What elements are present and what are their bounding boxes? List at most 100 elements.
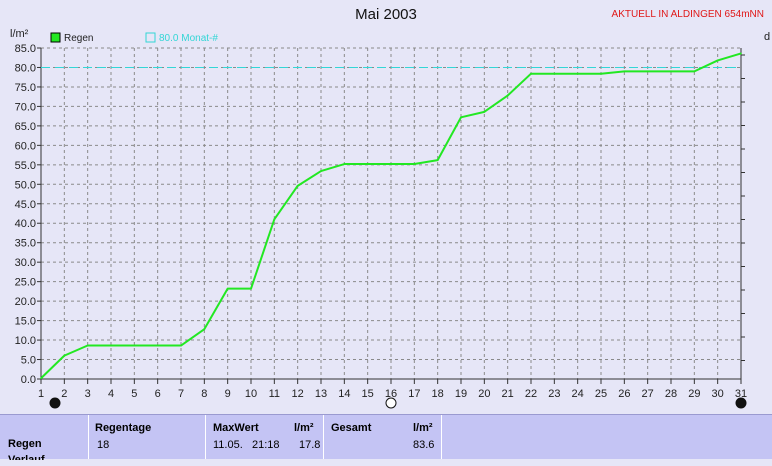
series-point [600,72,602,75]
x-tick-label: 11 [269,388,280,400]
series-point [343,163,346,165]
y-tick-label: 25.0 [15,277,36,289]
y-tick-label: 65.0 [15,121,36,133]
y-tick-label: 15.0 [15,316,36,328]
x-tick-label: 21 [502,388,514,400]
series-point [646,70,649,73]
x-tick-label: 8 [201,388,207,400]
series-point [40,377,42,380]
series-point [670,70,672,73]
summary-row-label-cut: Verlauf [8,454,45,466]
x-tick-label: 3 [85,388,91,400]
x-tick-label: 31 [735,388,747,400]
x-tick-label: 10 [245,388,257,400]
legend-label-regen: Regen [64,33,93,44]
new-moon-icon [49,397,61,409]
series-point [203,328,206,330]
series-point [320,170,322,172]
new-moon-icon [735,397,747,409]
maxwert-time: 21:18 [252,439,280,451]
x-tick-label: 14 [338,388,350,400]
series-point [716,59,719,62]
x-tick-label: 24 [572,388,584,400]
maxwert-unit: l/m² [294,422,314,434]
series-point [366,163,369,165]
x-tick-label: 22 [525,388,537,400]
series-point [530,72,532,75]
series-point [506,94,509,97]
maxwert-date: 11.05. [213,439,243,451]
series-point [436,159,439,161]
legend-label-target: 80.0 Monat-# [159,33,218,44]
x-tick-label: 25 [595,388,607,400]
series-point [63,354,66,357]
series-point [693,70,696,73]
x-tick-label: 20 [478,388,490,400]
series-point [576,72,579,75]
x-tick-label: 15 [362,388,374,400]
gesamt-value: 83.6 [413,439,435,451]
x-tick-label: 29 [688,388,700,400]
regentage-value: 18 [97,439,110,451]
series-point [250,287,252,290]
series-point [180,344,182,347]
regentage-header: Regentage [95,422,152,434]
station-label: AKTUELL IN ALDINGEN 654mNN [611,9,764,20]
series-point [390,163,392,165]
series-point [553,72,556,75]
summary-row-label: Regen [8,438,42,450]
x-tick-label: 28 [665,388,677,400]
chart-title: Mai 2003 [355,6,417,23]
x-tick-label: 26 [618,388,630,400]
x-tick-label: 23 [548,388,560,400]
series-point [460,116,462,119]
x-tick-label: 27 [642,388,654,400]
y-axis-label: l/m² [10,28,29,40]
y-tick-label: 20.0 [15,296,36,308]
series-point [110,344,112,347]
x-tick-label: 4 [108,388,114,400]
y-tick-label: 80.0 [15,62,36,74]
maxwert-value: 17.8 [299,439,321,451]
maxwert-header: MaxWert [213,422,259,434]
gesamt-header: Gesamt [331,422,372,434]
y-tick-label: 0.0 [21,374,36,386]
x-tick-label: 5 [131,388,137,400]
series-point [226,287,229,290]
right-axis-label: d [764,31,770,43]
series-point [296,185,299,187]
x-tick-label: 1 [38,388,44,400]
series-point [156,344,159,347]
x-tick-label: 12 [292,388,304,400]
x-tick-label: 30 [712,388,724,400]
x-tick-label: 17 [408,388,420,400]
y-tick-label: 70.0 [15,101,36,113]
y-tick-label: 85.0 [15,43,36,55]
y-tick-label: 45.0 [15,199,36,211]
x-tick-label: 2 [61,388,67,400]
y-tick-label: 5.0 [21,355,36,367]
series-point [623,70,626,73]
y-tick-label: 50.0 [15,179,36,191]
x-tick-label: 19 [455,388,467,400]
rain-chart: 0.0 5.0 10.0 15.0 20.0 25.0 30.0 35.0 40.0 45.0 50… [10,28,770,409]
series-point [86,344,89,347]
x-tick-label: 7 [178,388,184,400]
x-tick-label: 18 [432,388,444,400]
x-tick-label: 6 [155,388,161,400]
legend-swatch-target [145,32,156,43]
y-tick-label: 40.0 [15,218,36,230]
x-tick-label: 16 [385,388,397,400]
y-tick-label: 60.0 [15,140,36,152]
series-point [483,111,486,113]
series-point [740,52,742,55]
series-point [413,163,416,165]
legend-swatch-regen [50,32,61,43]
series-point [133,344,136,347]
gesamt-unit: l/m² [413,422,433,434]
summary-panel: Regen Verlauf Regentage 18 MaxWert l/m² … [0,414,772,460]
y-tick-label: 10.0 [15,335,36,347]
series-point [273,218,276,221]
y-tick-label: 75.0 [15,82,36,94]
y-tick-label: 55.0 [15,160,36,172]
